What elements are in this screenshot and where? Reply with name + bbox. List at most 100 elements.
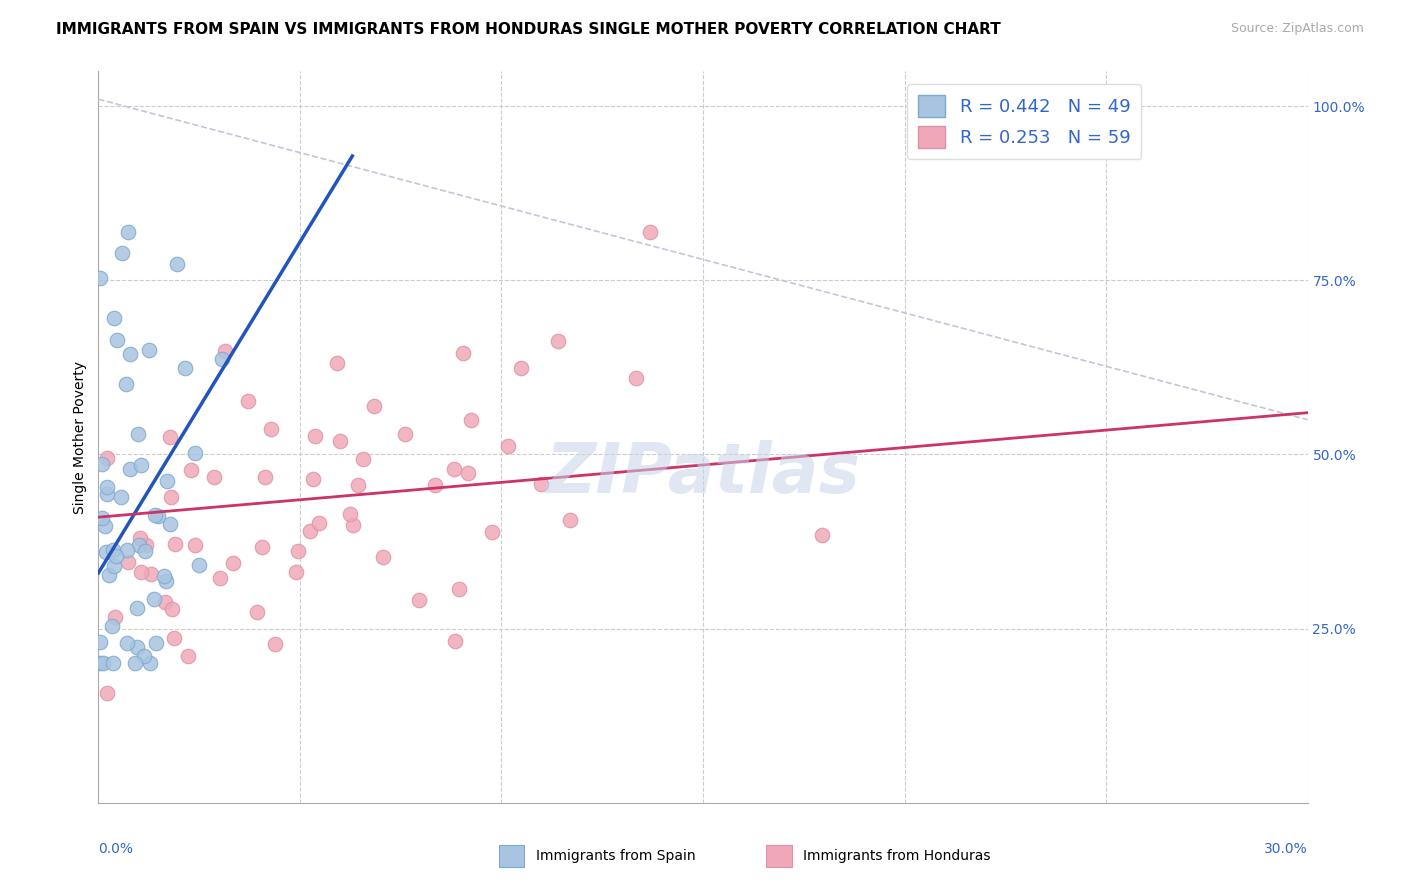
Point: [202, 470, 225, 484]
Point: [103, 311, 125, 326]
Point: [135, 537, 157, 551]
Point: [547, 334, 569, 348]
Point: [423, 478, 446, 492]
Point: [127, 601, 149, 615]
Point: [287, 544, 309, 558]
Point: [264, 637, 287, 651]
Legend: R = 0.442   N = 49, R = 0.253   N = 59: R = 0.442 N = 49, R = 0.253 N = 59: [907, 84, 1142, 159]
Text: Immigrants from Spain: Immigrants from Spain: [536, 849, 696, 863]
Point: [117, 555, 139, 569]
Point: [94, 545, 117, 559]
Point: [143, 508, 166, 523]
Point: [96, 480, 118, 494]
Point: [180, 463, 202, 477]
Point: [117, 225, 139, 239]
Point: [298, 524, 321, 538]
Point: [184, 445, 207, 459]
Point: [329, 434, 352, 449]
Point: [449, 582, 471, 596]
Point: [284, 566, 307, 580]
Point: [101, 619, 124, 633]
Point: [96, 487, 118, 501]
Point: [132, 649, 155, 664]
Point: [221, 557, 243, 571]
Point: [159, 516, 181, 531]
Point: [96, 450, 118, 465]
Point: [304, 429, 326, 443]
Point: [111, 246, 134, 260]
Point: [153, 568, 176, 582]
Point: [308, 516, 330, 531]
Text: Source: ZipAtlas.com: Source: ZipAtlas.com: [1230, 22, 1364, 36]
Point: [208, 571, 231, 585]
Point: [153, 595, 176, 609]
Point: [214, 343, 236, 358]
Point: [371, 549, 394, 564]
Point: [129, 458, 152, 472]
Point: [352, 451, 374, 466]
Point: [124, 657, 146, 671]
Point: [117, 636, 139, 650]
Point: [139, 566, 162, 581]
Point: [93, 519, 115, 533]
Text: 30.0%: 30.0%: [1264, 842, 1308, 855]
Point: [408, 592, 430, 607]
Point: [139, 657, 162, 671]
Point: [103, 558, 125, 573]
Point: [101, 657, 124, 671]
Point: [510, 360, 533, 375]
Point: [128, 538, 150, 552]
Point: [110, 490, 132, 504]
Point: [811, 528, 834, 542]
Point: [89, 635, 111, 649]
Point: [159, 430, 181, 444]
Point: [143, 591, 166, 606]
Text: Immigrants from Honduras: Immigrants from Honduras: [803, 849, 990, 863]
Point: [97, 568, 120, 582]
Point: [128, 531, 150, 545]
Point: [104, 549, 127, 563]
Point: [211, 352, 233, 367]
Point: [105, 334, 128, 348]
Point: [252, 540, 274, 554]
Point: [347, 477, 370, 491]
Point: [117, 543, 139, 558]
Point: [159, 491, 181, 505]
Point: [129, 566, 152, 580]
Point: [558, 513, 581, 527]
Point: [457, 466, 479, 480]
Point: [138, 343, 160, 358]
Point: [342, 517, 364, 532]
Point: [624, 371, 647, 385]
Point: [125, 640, 148, 654]
Point: [460, 413, 482, 427]
Point: [188, 558, 211, 572]
Point: [302, 472, 325, 486]
Point: [638, 225, 661, 239]
Point: [163, 631, 186, 645]
Point: [101, 542, 124, 557]
Point: [174, 360, 197, 375]
Point: [260, 422, 283, 436]
Point: [155, 574, 177, 589]
Point: [443, 462, 465, 476]
Point: [104, 610, 127, 624]
Point: [134, 544, 156, 558]
Point: [145, 636, 167, 650]
Point: [89, 657, 111, 671]
Point: [326, 356, 349, 370]
Text: IMMIGRANTS FROM SPAIN VS IMMIGRANTS FROM HONDURAS SINGLE MOTHER POVERTY CORRELAT: IMMIGRANTS FROM SPAIN VS IMMIGRANTS FROM…: [56, 22, 1001, 37]
Point: [339, 507, 361, 521]
Point: [162, 602, 184, 616]
Text: 0.0%: 0.0%: [98, 842, 134, 855]
Point: [165, 536, 187, 550]
Point: [496, 439, 519, 453]
Point: [91, 511, 114, 525]
Point: [254, 470, 277, 484]
Point: [177, 648, 200, 663]
Y-axis label: Single Mother Poverty: Single Mother Poverty: [73, 360, 87, 514]
Point: [444, 634, 467, 648]
Text: ZIPatlas: ZIPatlas: [546, 440, 860, 508]
Point: [127, 426, 149, 441]
Point: [451, 346, 474, 360]
